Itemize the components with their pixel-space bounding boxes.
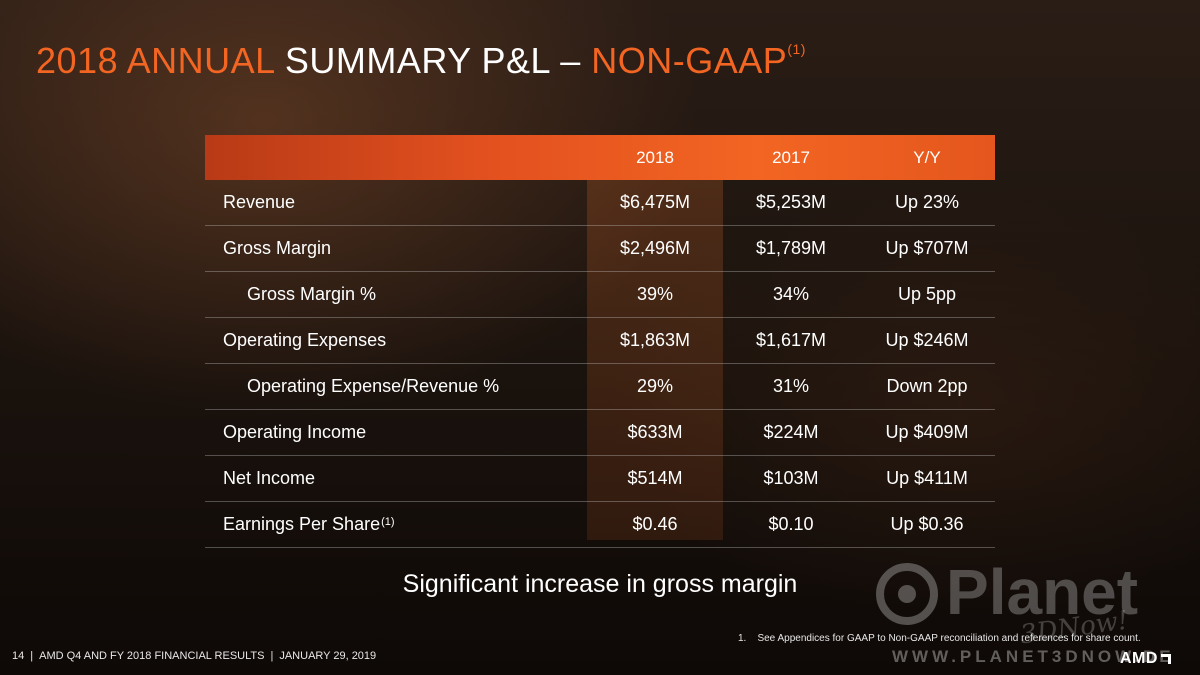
value-2018: $1,863M	[619, 330, 691, 350]
value-yy: Up 5pp	[897, 284, 957, 304]
value-yy: Up $409M	[885, 422, 969, 442]
row-label-wrap: Earnings Per Share (1)	[205, 502, 587, 547]
row-label: Operating Income	[223, 422, 367, 442]
row-label: Net Income	[223, 468, 316, 488]
value-yy: Up $707M	[885, 238, 969, 258]
amd-arrow-icon	[1160, 654, 1171, 664]
footer-text: AMD Q4 AND FY 2018 FINANCIAL RESULTS	[39, 650, 265, 662]
header-cell-yy: Y/Y	[913, 147, 941, 167]
value-2018: 29%	[636, 376, 674, 396]
table-row-gross-margin: Gross Margin $2,496M $1,789M Up $707M	[205, 226, 995, 272]
table-row-net-income: Net Income $514M $103M Up $411M	[205, 456, 995, 502]
table-row-gross-margin-pct: Gross Margin % 39% 34% Up 5pp	[205, 272, 995, 318]
value-yy: Up $0.36	[890, 514, 964, 534]
value-2017: $103M	[763, 468, 819, 488]
row-label: Revenue	[223, 192, 296, 212]
value-2017: $5,253M	[755, 192, 827, 212]
header-cell-2017: 2017	[772, 147, 810, 167]
value-2017: $1,789M	[755, 238, 827, 258]
value-2018: $0.46	[632, 514, 678, 534]
footer-divider: |	[30, 650, 34, 662]
title-part-summary: SUMMARY P&L –	[284, 40, 581, 81]
value-2018: $2,496M	[619, 238, 691, 258]
value-2017: $0.10	[768, 514, 814, 534]
value-2018: $514M	[627, 468, 683, 488]
value-yy: Up $246M	[885, 330, 969, 350]
footer-date: JANUARY 29, 2019	[279, 650, 377, 662]
value-yy: Up 23%	[894, 192, 960, 212]
pl-summary-table: 2018 2017 Y/Y Revenue $6,475M $5,253M Up…	[205, 135, 995, 548]
row-label: Operating Expenses	[223, 330, 387, 350]
value-yy: Up $411M	[886, 468, 968, 488]
row-label: Earnings Per Share	[223, 514, 381, 534]
header-cell-2018: 2018	[636, 147, 674, 167]
table-row-operating-income: Operating Income $633M $224M Up $409M	[205, 410, 995, 456]
table-row-opex-revenue-pct: Operating Expense/Revenue % 29% 31% Down…	[205, 364, 995, 410]
header-cell-label	[205, 135, 587, 180]
footer-divider: |	[270, 650, 274, 662]
title-part-nongaap: NON-GAAP	[591, 40, 788, 81]
value-yy: Down 2pp	[886, 376, 968, 396]
value-2017: $224M	[763, 422, 819, 442]
title-footnote-ref: (1)	[787, 41, 806, 57]
value-2018: 39%	[636, 284, 674, 304]
footnote: 1. See Appendices for GAAP to Non-GAAP r…	[738, 633, 1141, 644]
value-2018: $6,475M	[619, 192, 691, 212]
row-label: Gross Margin	[223, 238, 332, 258]
footer: 14 | AMD Q4 AND FY 2018 FINANCIAL RESULTS |…	[12, 650, 376, 662]
value-2017: 31%	[772, 376, 810, 396]
table-row-eps: Earnings Per Share (1) $0.46 $0.10 Up $0.…	[205, 502, 995, 548]
value-2018: $633M	[627, 422, 683, 442]
row-label: Gross Margin %	[247, 284, 377, 304]
amd-logo: AMD	[1120, 650, 1171, 668]
table-row-operating-expenses: Operating Expenses $1,863M $1,617M Up $2…	[205, 318, 995, 364]
amd-logo-text: AMD	[1120, 650, 1158, 667]
value-2017: $1,617M	[755, 330, 827, 350]
value-2017: 34%	[772, 284, 810, 304]
slide-title: 2018 ANNUAL SUMMARY P&L – NON-GAAP(1)	[36, 40, 806, 82]
table-header-row: 2018 2017 Y/Y	[205, 135, 995, 180]
table-row-revenue: Revenue $6,475M $5,253M Up 23%	[205, 180, 995, 226]
row-label: Operating Expense/Revenue %	[247, 376, 500, 396]
title-part-annual: 2018 ANNUAL	[36, 40, 275, 81]
page-number: 14	[12, 650, 25, 662]
eps-footnote-ref: (1)	[381, 515, 395, 528]
tagline: Significant increase in gross margin	[402, 570, 798, 598]
